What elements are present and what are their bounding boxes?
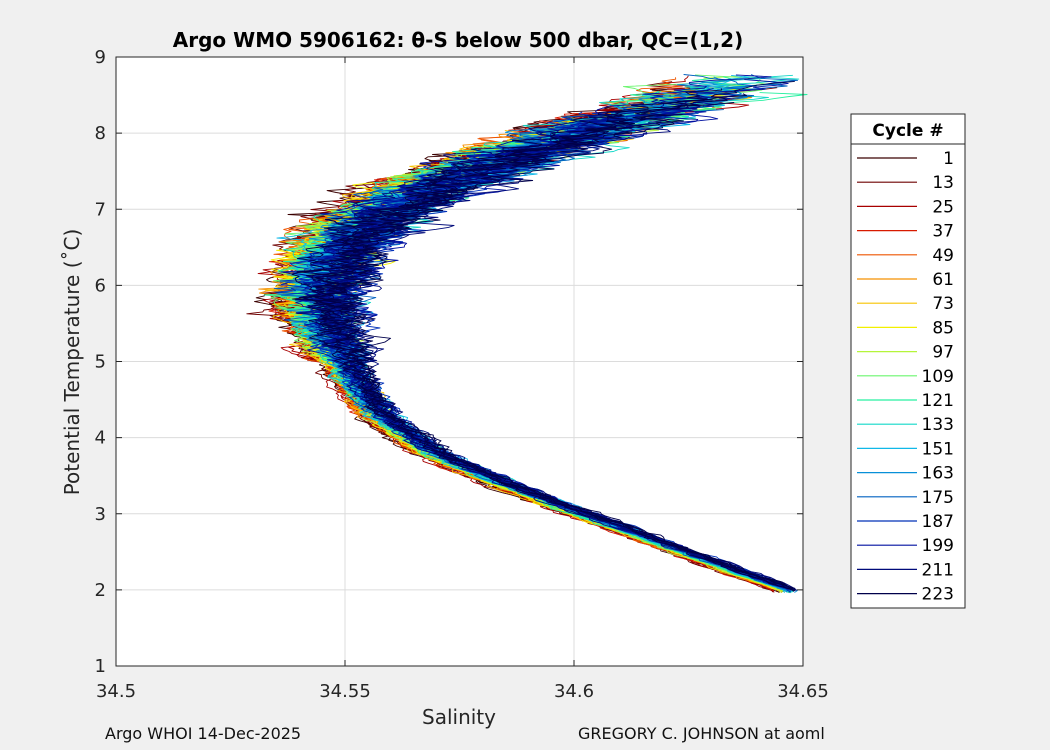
y-tick-label: 4 (95, 428, 106, 449)
legend-label: 163 (922, 464, 954, 484)
footer-source: Argo WHOI 14-Dec-2025 (105, 724, 302, 743)
legend-label: 187 (922, 512, 954, 532)
axis-ticks: 34.5 34.55 34.6 34.65 1 2 3 4 5 6 7 8 9 (95, 47, 829, 702)
legend-label: 61 (932, 270, 954, 290)
legend-label: 85 (932, 318, 954, 338)
x-tick-label: 34.6 (554, 681, 594, 702)
y-tick-label: 8 (95, 123, 106, 144)
legend-label: 37 (932, 222, 954, 242)
legend-label: 97 (932, 343, 954, 363)
grid (116, 57, 803, 666)
profile-line (307, 135, 795, 592)
legend-box (850, 113, 966, 609)
y-tick-label: 1 (95, 656, 106, 677)
data-curves (246, 74, 808, 594)
legend-label: 25 (932, 197, 954, 217)
legend-label: 109 (922, 367, 954, 387)
legend-label: 1 (943, 149, 954, 169)
legend: Cycle # 1 13 25 37 49 61 73 85 97 109 121 133 151 163… (850, 113, 966, 609)
legend-label: 199 (922, 536, 954, 556)
legend-label: 151 (922, 439, 954, 459)
legend-label: 121 (922, 391, 954, 411)
y-tick-label: 6 (95, 275, 106, 296)
y-tick-label: 7 (95, 199, 106, 220)
y-tick-label: 5 (95, 352, 106, 373)
profile-line (316, 121, 798, 591)
y-tick-label: 2 (95, 580, 106, 601)
y-tick-label: 3 (95, 504, 106, 525)
y-axis-label: Potential Temperature (˚C) (60, 229, 84, 496)
profile-line (296, 80, 795, 589)
legend-label: 211 (922, 560, 954, 580)
legend-label: 175 (922, 488, 954, 508)
x-tick-label: 34.5 (96, 681, 136, 702)
legend-label: 223 (922, 585, 954, 605)
legend-label: 49 (932, 246, 954, 266)
footer-author: GREGORY C. JOHNSON at aoml (578, 724, 825, 743)
x-tick-label: 34.55 (319, 681, 371, 702)
y-tick-label: 9 (95, 47, 106, 68)
x-tick-label: 34.65 (777, 681, 829, 702)
legend-label: 73 (932, 294, 954, 314)
legend-label: 133 (922, 415, 954, 435)
legend-label: 13 (932, 173, 954, 193)
chart-title: Argo WMO 5906162: θ-S below 500 dbar, QC… (173, 28, 743, 52)
legend-title: Cycle # (872, 121, 943, 141)
profile-line (291, 93, 796, 589)
x-axis-label: Salinity (422, 705, 496, 729)
